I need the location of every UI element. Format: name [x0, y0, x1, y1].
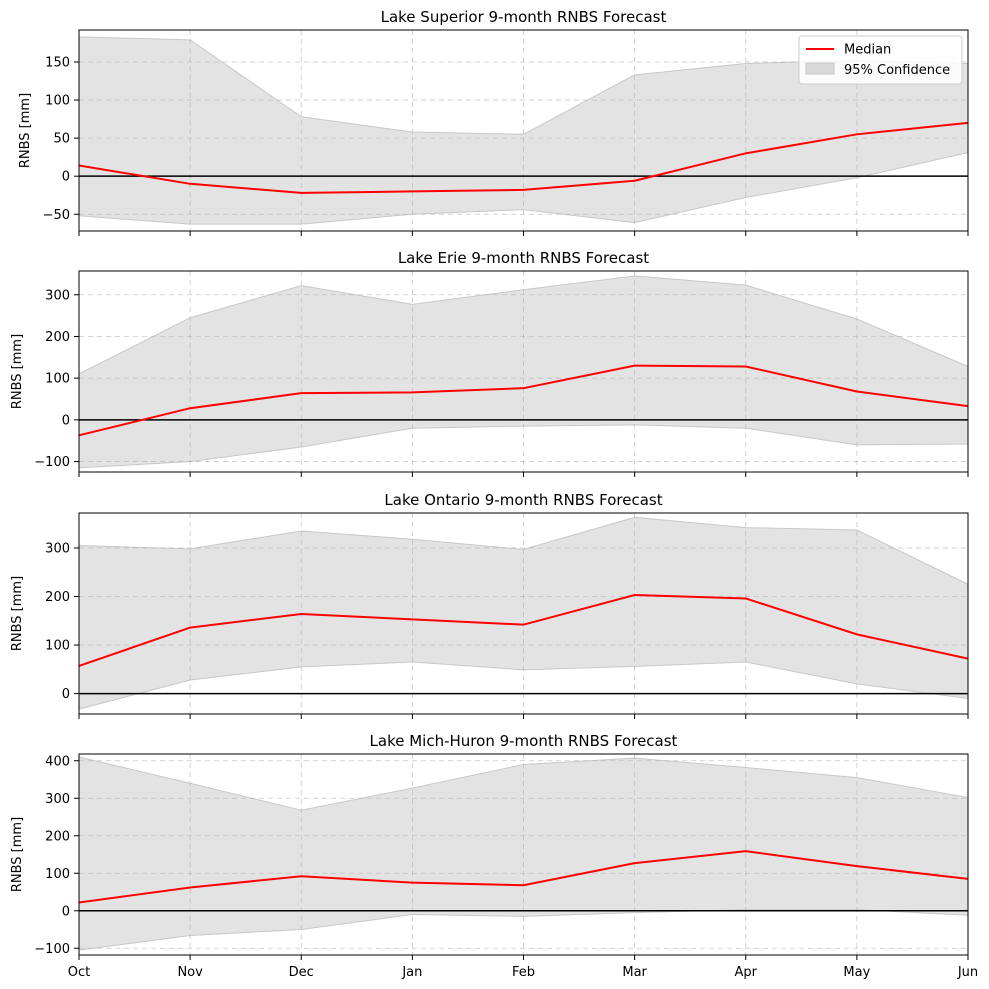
- legend-band-swatch: [805, 62, 835, 75]
- panel-superior: −50 0 50 100 150 Lake Superior 9-month RNBS …: [18, 8, 969, 236]
- y-tick-label: 200: [45, 590, 70, 605]
- x-tick-label: Jan: [401, 965, 422, 980]
- y-axis-label: RNBS [mm]: [18, 93, 33, 168]
- x-tick-label: May: [843, 965, 870, 980]
- median-line: [78, 594, 969, 667]
- panel-erie: −100 0 100 200 300 Lake Erie 9-month RNBS Fo…: [10, 249, 969, 477]
- x-tick-label: Dec: [289, 965, 314, 980]
- y-tick-label: 300: [45, 792, 70, 807]
- y-tick-label: 100: [45, 867, 70, 882]
- y-tick-label: 0: [62, 904, 70, 919]
- x-tick-label: Jun: [957, 965, 978, 980]
- x-tick-label: Nov: [177, 965, 203, 980]
- y-tick-label: 200: [45, 330, 70, 345]
- y-axis-label: RNBS [mm]: [10, 576, 25, 651]
- median-line: [78, 121, 969, 194]
- legend-median-label: Median: [844, 43, 891, 58]
- y-tick-label: −100: [34, 942, 70, 957]
- y-tick-label: 0: [62, 170, 70, 185]
- y-tick-label: −50: [43, 208, 70, 223]
- y-tick-label: 0: [62, 413, 70, 428]
- x-tick-label: Apr: [735, 965, 758, 980]
- panel-title: Lake Mich-Huron 9-month RNBS Forecast: [370, 732, 678, 750]
- panel-title: Lake Superior 9-month RNBS Forecast: [381, 8, 667, 26]
- y-tick-label: 50: [53, 132, 70, 147]
- y-tick-label: −100: [34, 455, 70, 470]
- legend-band-label: 95% Confidence: [844, 63, 950, 78]
- y-tick-label: 200: [45, 829, 70, 844]
- legend-box: [798, 35, 963, 85]
- y-axis-label: RNBS [mm]: [10, 334, 25, 409]
- x-tick-label: Mar: [622, 965, 647, 980]
- median-line: [78, 364, 969, 437]
- y-axis-label: RNBS [mm]: [10, 817, 25, 892]
- y-tick-label: 300: [45, 288, 70, 303]
- panel-title: Lake Erie 9-month RNBS Forecast: [398, 249, 649, 267]
- panel-mich-huron: −100 0 100 200 300 400 Oct Nov Dec Jan Feb Mar Apr Ma…: [10, 732, 978, 980]
- y-tick-label: 0: [62, 687, 70, 702]
- x-tick-label: Feb: [512, 965, 535, 980]
- y-tick-label: 400: [45, 754, 70, 769]
- legend: Median 95% Confidence: [798, 35, 963, 85]
- y-tick-label: 300: [45, 541, 70, 556]
- panel-ontario: 0 100 200 300 Lake Ontario 9-month RNBS For…: [10, 491, 969, 719]
- panel-title: Lake Ontario 9-month RNBS Forecast: [384, 491, 662, 509]
- y-tick-label: 100: [45, 94, 70, 109]
- y-tick-label: 150: [45, 55, 70, 70]
- y-tick-label: 100: [45, 639, 70, 654]
- x-tick-label: Oct: [68, 965, 90, 980]
- y-tick-label: 100: [45, 372, 70, 387]
- median-line: [78, 850, 969, 904]
